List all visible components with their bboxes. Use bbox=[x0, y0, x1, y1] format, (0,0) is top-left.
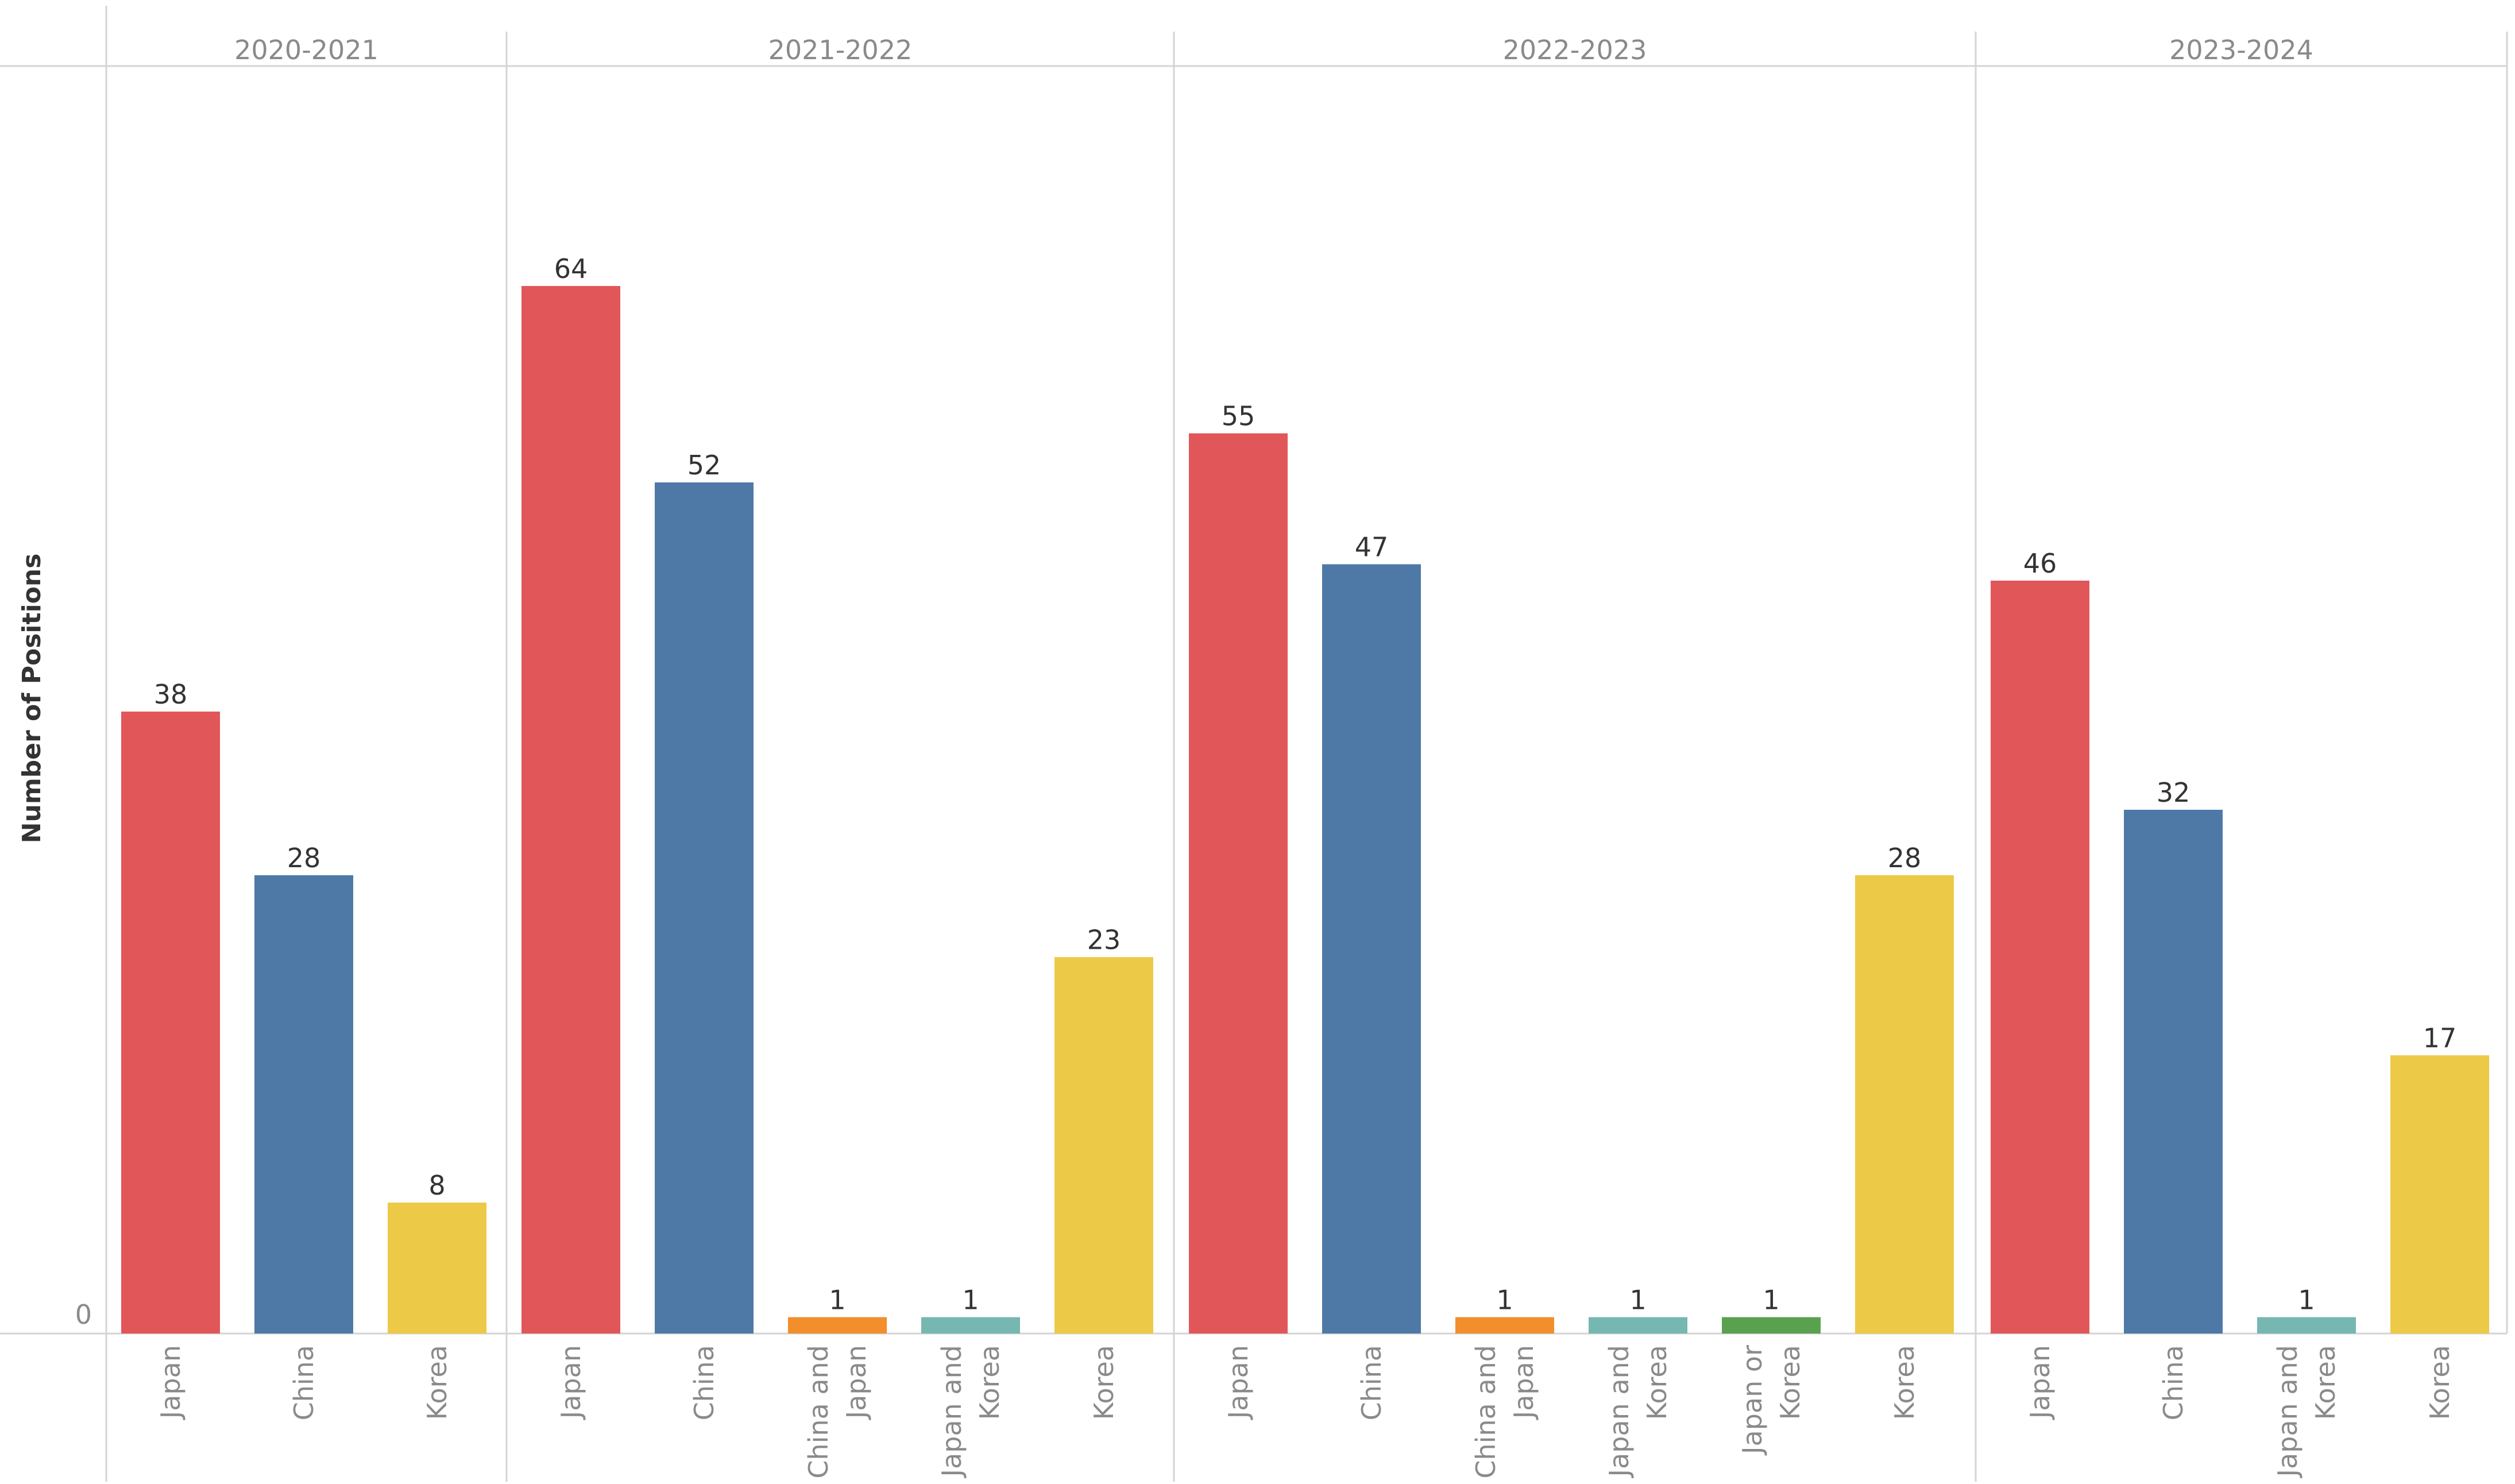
bar-japan bbox=[521, 286, 620, 1334]
category-label-line: Japan bbox=[555, 1345, 586, 1420]
category-label-line: Korea bbox=[422, 1345, 453, 1420]
category-label-line: China bbox=[2158, 1345, 2189, 1420]
bar-china bbox=[254, 875, 353, 1334]
category-label-line: Japan bbox=[155, 1345, 186, 1420]
bar-value-label: 17 bbox=[2423, 1023, 2457, 1054]
category-label-line: Japan and bbox=[936, 1345, 967, 1478]
panel-header-label: 2023-2024 bbox=[2169, 34, 2313, 65]
bar-value-label: 1 bbox=[1496, 1285, 1513, 1316]
facet-panels: 2020-2021 38 Japan 28 China 8 Korea 2021-2022 64… bbox=[121, 32, 2489, 1482]
bar-value-label: 28 bbox=[287, 843, 321, 874]
category-label: Korea bbox=[422, 1345, 453, 1420]
category-label-line: Japan or bbox=[1737, 1345, 1768, 1456]
bar-china-and-japan bbox=[788, 1317, 887, 1334]
category-label-line: China bbox=[689, 1345, 720, 1420]
bar-china bbox=[1322, 564, 1421, 1334]
bar-china bbox=[655, 482, 754, 1334]
category-label-line: China and bbox=[803, 1345, 834, 1479]
category-label: China and Japan bbox=[803, 1345, 872, 1479]
bar-japan-and-korea bbox=[921, 1317, 1020, 1334]
y-axis-title: Number of Positions bbox=[17, 554, 47, 844]
category-label-line: China bbox=[288, 1345, 319, 1420]
category-label-line: Japan and bbox=[2272, 1345, 2303, 1478]
category-label: China bbox=[288, 1345, 319, 1420]
category-label-line: Japan bbox=[2025, 1345, 2056, 1420]
bar-japan-or-korea bbox=[1722, 1317, 1821, 1334]
category-label: Japan and Korea bbox=[2272, 1345, 2341, 1478]
bar-value-label: 1 bbox=[2298, 1285, 2315, 1316]
panel-2020-2021: 2020-2021 38 Japan 28 China 8 Korea bbox=[121, 34, 486, 1420]
bar-value-label: 1 bbox=[829, 1285, 845, 1316]
category-label-line: Japan and bbox=[1604, 1345, 1635, 1478]
bar-korea bbox=[1054, 957, 1153, 1334]
bar-value-label: 28 bbox=[1888, 843, 1922, 874]
category-label-line: Japan bbox=[1508, 1345, 1539, 1420]
category-label: Korea bbox=[2424, 1345, 2455, 1420]
bar-value-label: 52 bbox=[687, 450, 721, 481]
bar-japan-and-korea bbox=[2257, 1317, 2356, 1334]
bar-value-label: 38 bbox=[154, 679, 188, 710]
category-label-line: Korea bbox=[1775, 1345, 1806, 1420]
category-label-line: Korea bbox=[1889, 1345, 1920, 1420]
bar-korea bbox=[2390, 1055, 2489, 1334]
bar-value-label: 1 bbox=[1763, 1285, 1779, 1316]
bar-value-label: 47 bbox=[1355, 532, 1389, 563]
bar-value-label: 46 bbox=[2023, 548, 2057, 579]
panel-header-label: 2022-2023 bbox=[1503, 34, 1647, 65]
category-label: China bbox=[2158, 1345, 2189, 1420]
bar-japan bbox=[121, 712, 220, 1334]
bar-china bbox=[2124, 810, 2223, 1334]
bar-value-label: 64 bbox=[554, 253, 588, 284]
y-tick-label-0: 0 bbox=[75, 1299, 92, 1330]
category-label-line: Japan bbox=[841, 1345, 872, 1420]
category-label: China and Japan bbox=[1470, 1345, 1539, 1479]
category-label-line: Korea bbox=[1088, 1345, 1119, 1420]
category-label: Japan and Korea bbox=[936, 1345, 1005, 1478]
category-label: Korea bbox=[1088, 1345, 1119, 1420]
bar-korea bbox=[1855, 875, 1954, 1334]
category-label: Japan and Korea bbox=[1604, 1345, 1672, 1478]
bar-china-and-japan bbox=[1455, 1317, 1554, 1334]
category-label-line: Korea bbox=[974, 1345, 1005, 1420]
category-label: Japan bbox=[155, 1345, 186, 1420]
panel-header-label: 2021-2022 bbox=[768, 34, 913, 65]
category-label: Japan bbox=[1223, 1345, 1254, 1420]
category-label-line: Korea bbox=[2310, 1345, 2341, 1420]
category-label: China bbox=[689, 1345, 720, 1420]
category-label: China bbox=[1356, 1345, 1387, 1420]
category-label: Japan bbox=[555, 1345, 586, 1420]
bar-japan bbox=[1991, 581, 2089, 1334]
bar-japan-and-korea bbox=[1589, 1317, 1687, 1334]
bar-value-label: 1 bbox=[1629, 1285, 1646, 1316]
category-label: Japan bbox=[2025, 1345, 2056, 1420]
category-label-line: China bbox=[1356, 1345, 1387, 1420]
panel-header-label: 2020-2021 bbox=[234, 34, 378, 65]
bar-value-label: 23 bbox=[1087, 925, 1121, 956]
category-label: Korea bbox=[1889, 1345, 1920, 1420]
category-label-line: Japan bbox=[1223, 1345, 1254, 1420]
category-label-line: China and bbox=[1470, 1345, 1501, 1479]
bar-value-label: 1 bbox=[962, 1285, 979, 1316]
bar-japan bbox=[1189, 433, 1288, 1334]
bar-value-label: 55 bbox=[1222, 401, 1255, 432]
category-label-line: Korea bbox=[1641, 1345, 1672, 1420]
bar-value-label: 32 bbox=[2157, 777, 2191, 808]
category-label: Japan or Korea bbox=[1737, 1345, 1806, 1456]
bar-value-label: 8 bbox=[428, 1170, 445, 1201]
category-label-line: Korea bbox=[2424, 1345, 2455, 1420]
bar-korea bbox=[388, 1203, 486, 1334]
